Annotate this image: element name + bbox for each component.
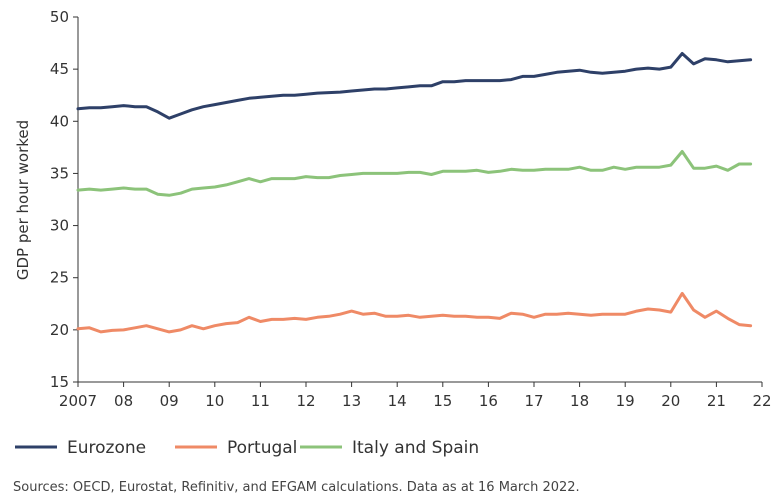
y-tick-label: 20: [50, 321, 69, 339]
y-tick-label: 50: [50, 8, 69, 26]
y-axis-title: GDP per hour worked: [14, 120, 32, 280]
x-tick-label: 20: [661, 392, 680, 410]
series-line-portugal: [76, 291, 753, 334]
x-tick-label: 14: [388, 392, 407, 410]
x-tick-label: 09: [160, 392, 179, 410]
y-tick-label: 25: [50, 269, 69, 287]
x-tick-label: 17: [524, 392, 543, 410]
series-line-eurozone: [76, 52, 753, 120]
x-tick-label: 11: [251, 392, 270, 410]
x-tick-label: 2007: [59, 392, 97, 410]
y-tick-label: 15: [50, 373, 69, 391]
source-note: Sources: OECD, Eurostat, Refinitiv, and …: [13, 480, 580, 495]
series-line-italy-and-spain: [76, 150, 753, 197]
plot-area: 15 20 25 30 35 40 45 50 2007 08 09 10 11 12 13 14 15 16 17…: [50, 8, 772, 410]
legend-label-italy-and-spain: Italy and Spain: [352, 438, 479, 458]
y-tick-label: 40: [50, 112, 69, 130]
x-tick-label: 21: [707, 392, 726, 410]
y-tick-label: 35: [50, 164, 69, 182]
x-tick-label: 10: [205, 392, 224, 410]
y-tick-label: 30: [50, 217, 69, 235]
legend-label-portugal: Portugal: [227, 438, 297, 458]
legend-label-eurozone: Eurozone: [67, 438, 146, 458]
x-tick-label: 13: [342, 392, 361, 410]
x-tick-label: 12: [296, 392, 315, 410]
x-tick-label: 15: [433, 392, 452, 410]
x-tick-label: 16: [479, 392, 498, 410]
legend: Eurozone Portugal Italy and Spain: [15, 438, 479, 458]
x-tick-label: 22: [752, 392, 771, 410]
x-tick-label: 19: [616, 392, 635, 410]
x-tick-label: 08: [114, 392, 133, 410]
y-tick-label: 45: [50, 60, 69, 78]
x-tick-label: 18: [570, 392, 589, 410]
